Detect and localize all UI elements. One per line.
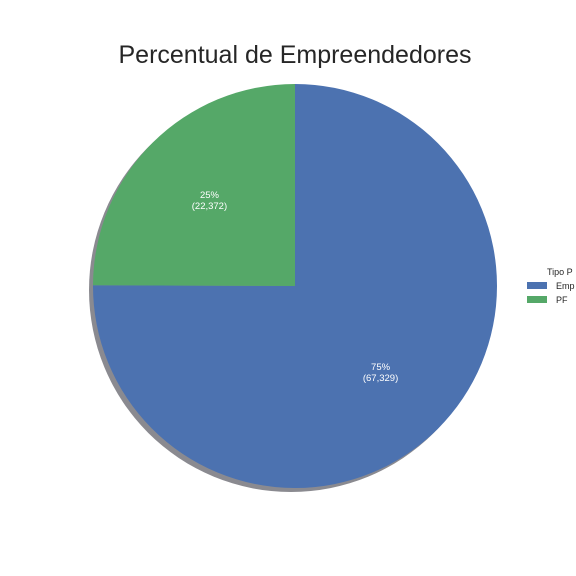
legend-swatch-pf xyxy=(527,296,547,303)
pie-slice-pf xyxy=(93,84,295,286)
slice-percent-label-emp: 75% xyxy=(371,362,391,373)
legend: Tipo P Emp PF xyxy=(527,267,575,305)
legend-label-pf: PF xyxy=(556,295,568,305)
slice-value-label-emp: (67,329) xyxy=(363,373,398,384)
legend-entries: Emp PF xyxy=(527,281,575,305)
legend-swatch-emp xyxy=(527,282,547,289)
slice-value-label-pf: (22,372) xyxy=(192,201,227,212)
pie-slices xyxy=(93,84,498,488)
legend-title: Tipo P xyxy=(547,267,573,277)
pie-slice-labels: 75%(67,329) 25%(22,372) xyxy=(192,190,398,384)
legend-label-emp: Emp xyxy=(556,281,575,291)
slice-percent-label-pf: 25% xyxy=(200,190,220,201)
chart-title: Percentual de Empreendedores xyxy=(118,41,471,69)
